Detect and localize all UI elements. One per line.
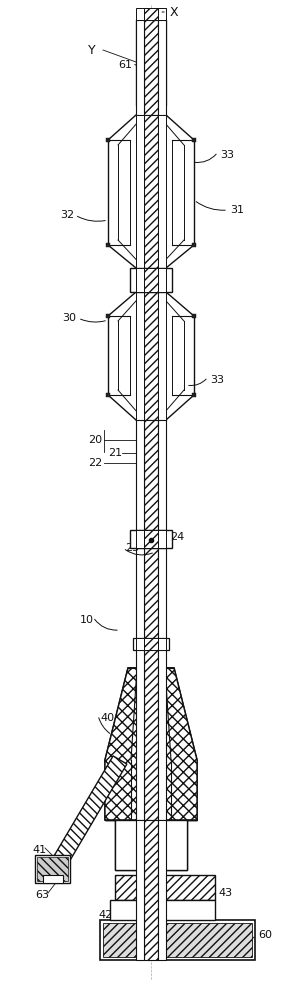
Bar [43,875,63,883]
Bar [133,638,169,650]
Bar [158,8,166,20]
Text: Y: Y [88,43,96,56]
Text: 60: 60 [258,930,272,940]
Bar [103,923,252,957]
Bar [192,393,196,397]
Bar [158,20,166,115]
Bar [192,243,196,247]
Text: X: X [170,5,178,18]
Bar [106,393,110,397]
Bar [136,115,144,268]
Text: 42: 42 [98,910,112,920]
Text: 10: 10 [80,615,94,625]
Bar [158,268,166,292]
Bar [35,855,70,883]
Text: 61: 61 [118,60,132,70]
Text: 33: 33 [220,150,234,160]
Bar [100,920,255,960]
Polygon shape [48,756,127,874]
Bar [144,650,158,820]
Bar [192,314,196,318]
Bar [136,548,144,640]
Bar [144,20,158,115]
Bar [158,115,166,268]
Text: 32: 32 [60,210,74,220]
Text: 21: 21 [108,448,122,458]
Bar [37,857,68,881]
Text: 41: 41 [32,845,46,855]
Text: 24: 24 [170,532,184,542]
Text: 43: 43 [218,888,232,898]
Bar [144,530,158,548]
Bar [158,650,166,820]
Bar [144,8,158,20]
Bar [136,8,144,20]
Bar [106,138,110,142]
Bar [136,420,144,530]
Bar [136,638,144,650]
Bar [130,268,172,292]
Text: 40: 40 [100,713,114,723]
Text: 30: 30 [62,313,76,323]
Bar [158,638,166,650]
Text: 31: 31 [230,205,244,215]
Bar [192,138,196,142]
Bar [136,820,144,960]
Bar [106,314,110,318]
Bar [110,900,215,920]
Bar [144,292,158,420]
Bar [158,548,166,640]
Bar [144,548,158,640]
Text: 20: 20 [88,435,102,445]
Bar [158,820,166,960]
Bar [106,243,110,247]
Text: 23: 23 [125,543,139,553]
Text: 33: 33 [210,375,224,385]
Bar [136,268,144,292]
Bar [115,820,187,870]
Bar [144,638,158,650]
Bar [130,530,172,548]
Bar [144,268,158,292]
Bar [158,530,166,548]
Bar [158,420,166,530]
Bar [144,420,158,530]
Bar [144,820,158,960]
Bar [136,20,144,115]
Polygon shape [105,668,197,820]
Polygon shape [105,820,197,870]
Bar [158,292,166,420]
Bar [136,292,144,420]
Bar [115,875,215,900]
Text: 63: 63 [35,890,49,900]
Bar [136,530,144,548]
Bar [136,268,166,292]
Text: 22: 22 [88,458,102,468]
Bar [144,115,158,268]
Polygon shape [105,668,197,820]
Bar [136,650,144,820]
